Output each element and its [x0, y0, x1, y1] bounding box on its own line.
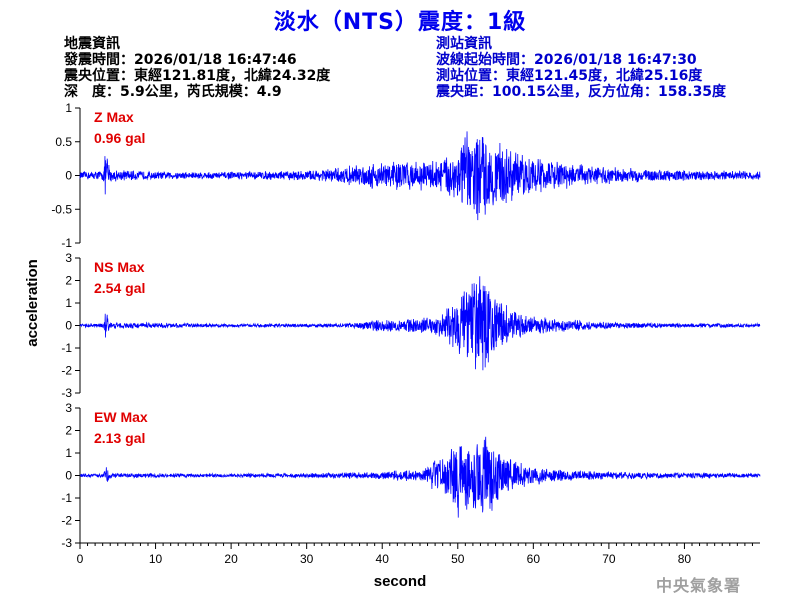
max-value-label: 0.96 gal — [94, 130, 145, 146]
y-tick-label: 1 — [65, 101, 72, 115]
y-tick-label: 3 — [65, 251, 72, 265]
chart-title: 淡水（NTS）震度：1級 — [273, 10, 527, 35]
y-tick-label: -1 — [61, 491, 72, 505]
panel-ns: 3 2 1 0 -1 -2 -3 NS Max 2.54 gal — [61, 251, 761, 400]
y-tick-label: -2 — [61, 514, 72, 528]
y-tick-label: 1 — [65, 446, 72, 460]
waveform-line — [79, 436, 761, 518]
x-tick-label: 60 — [527, 552, 541, 566]
depth-magnitude: 深 度：5.9公里，芮氏規模：4.9 — [64, 84, 282, 100]
station-location: 測站位置：東經121.45度，北緯25.16度 — [436, 68, 703, 84]
panel-ew: 3 2 1 0 -1 -2 -3 EW Max 2.13 gal — [61, 401, 761, 550]
wave-start-time: 波線起始時間：2026/01/18 16:47:30 — [436, 52, 697, 68]
x-tick-label: 0 — [77, 552, 84, 566]
waveform-line — [79, 276, 761, 371]
station-info-header: 測站資訊 — [436, 36, 492, 52]
x-tick-label: 70 — [602, 552, 616, 566]
y-tick-label: -0.5 — [51, 202, 72, 216]
x-tick-label: 20 — [224, 552, 238, 566]
y-tick-label: 0 — [65, 469, 72, 483]
agency-logo-text: 中央氣象署 — [656, 576, 742, 595]
component-label: EW Max — [94, 409, 148, 425]
component-label: Z Max — [94, 109, 134, 125]
distance-azimuth: 震央距：100.15公里，反方位角：158.35度 — [436, 84, 727, 100]
y-tick-label: 0.5 — [55, 135, 72, 149]
max-value-label: 2.54 gal — [94, 280, 145, 296]
x-tick-label: 40 — [376, 552, 390, 566]
max-value-label: 2.13 gal — [94, 430, 145, 446]
y-tick-label: 0 — [65, 169, 72, 183]
y-tick-label: -3 — [61, 536, 72, 550]
y-tick-label: -3 — [61, 386, 72, 400]
y-tick-label: 3 — [65, 401, 72, 415]
panel-z: 1 0.5 0 -0.5 -1 Z Max 0.96 gal — [51, 101, 761, 250]
component-label: NS Max — [94, 259, 145, 275]
x-tick-label: 30 — [300, 552, 314, 566]
y-tick-label: -2 — [61, 364, 72, 378]
y-tick-label: 2 — [65, 274, 72, 288]
x-axis-title: second — [374, 573, 427, 590]
waveform-line — [79, 131, 761, 221]
earthquake-info-header: 地震資訊 — [64, 36, 120, 52]
y-axis-title: acceleration — [24, 259, 41, 347]
epicenter: 震央位置：東經121.81度，北緯24.32度 — [64, 68, 331, 84]
y-tick-label: 0 — [65, 319, 72, 333]
station-info: 測站資訊 波線起始時間：2026/01/18 16:47:30 測站位置：東經1… — [436, 36, 726, 100]
x-tick-label: 80 — [678, 552, 692, 566]
x-tick-label: 50 — [451, 552, 465, 566]
y-tick-label: -1 — [61, 236, 72, 250]
y-tick-label: -1 — [61, 341, 72, 355]
y-tick-label: 2 — [65, 424, 72, 438]
x-tick-label: 10 — [149, 552, 163, 566]
y-tick-label: 1 — [65, 296, 72, 310]
earthquake-info: 地震資訊 發震時間：2026/01/18 16:47:46 震央位置：東經121… — [64, 36, 330, 100]
origin-time: 發震時間：2026/01/18 16:47:46 — [64, 52, 297, 68]
